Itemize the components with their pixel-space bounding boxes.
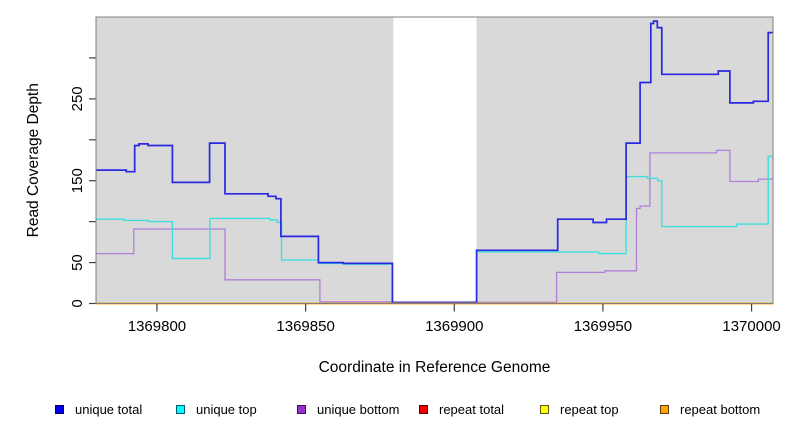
x-tick-label: 1369850 [276,318,334,335]
legend-item-unique-bottom: unique bottom [297,399,399,419]
series-line-unique-total [96,20,773,304]
x-tick-label: 1369800 [128,318,186,335]
legend-label: repeat top [560,401,619,417]
legend-label: unique total [75,401,143,417]
chart-legend: unique total unique top unique bottom repea… [0,399,792,423]
x-tick-label: 1369900 [425,318,483,335]
series-line-unique-bottom [96,149,773,304]
legend-label: unique top [196,401,257,417]
legend-item-repeat-top: repeat top [540,399,619,419]
legend-label: unique bottom [317,401,400,417]
coverage-chart: 1369800 1369850 1369900 1369950 1370000 0 50 15… [25,16,781,376]
gap-region [393,17,477,304]
y-tick-label: 150 [69,168,86,193]
legend-swatch-icon [419,404,428,414]
legend-swatch-icon [660,404,669,414]
x-axis-title: Coordinate in Reference Genome [319,359,551,376]
legend-swatch-icon [176,404,185,414]
legend-label: repeat bottom [680,401,761,417]
legend-item-unique-top: unique top [176,399,257,419]
y-tick-label: 250 [69,86,86,111]
legend-item-unique-total: unique total [55,399,142,419]
legend-swatch-icon [55,404,64,414]
plot-panel-border [95,16,774,304]
y-axis-title: Read Coverage Depth [25,83,42,237]
x-tick-label: 1370000 [722,318,780,335]
y-tick-label: 50 [69,254,86,271]
legend-swatch-icon [540,404,549,414]
x-tick-label: 1369950 [574,318,632,335]
legend-item-repeat-total: repeat total [419,399,504,419]
legend-swatch-icon [297,404,306,414]
legend-label: repeat total [439,401,505,417]
legend-item-repeat-bottom: repeat bottom [660,399,760,419]
y-tick-label: 0 [69,299,86,307]
